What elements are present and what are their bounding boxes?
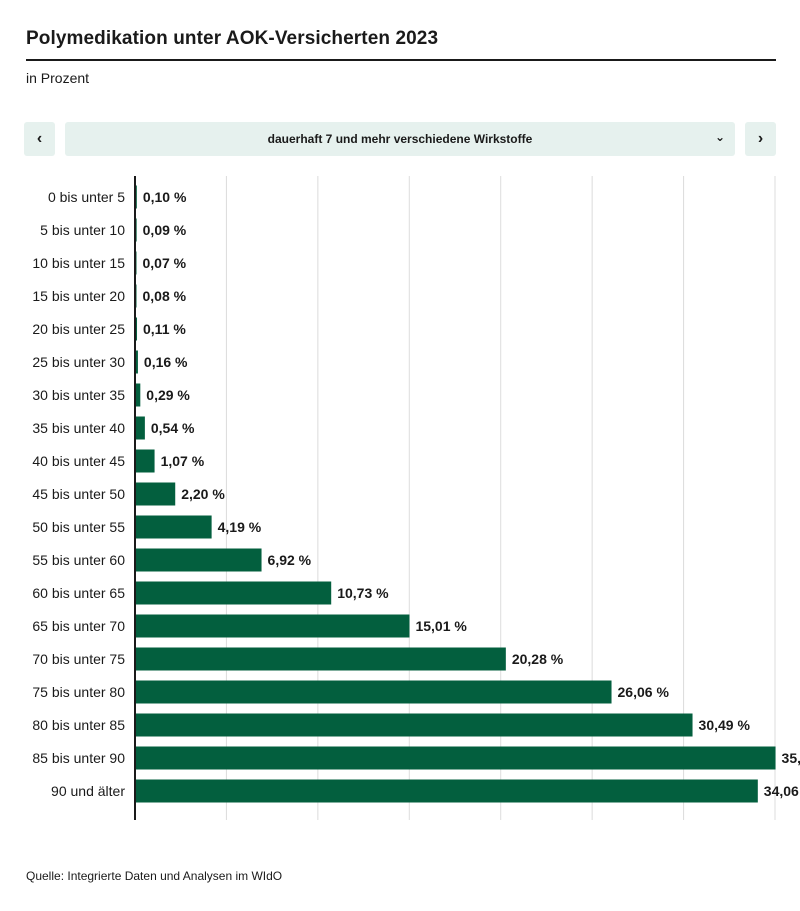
value-label: 0,08 % bbox=[143, 288, 187, 304]
category-label: 25 bis unter 30 bbox=[32, 354, 125, 370]
value-label: 6,92 % bbox=[268, 552, 312, 568]
bar bbox=[135, 515, 212, 539]
value-label: 0,16 % bbox=[144, 354, 188, 370]
source-note: Quelle: Integrierte Daten und Analysen i… bbox=[26, 869, 283, 883]
category-label: 50 bis unter 55 bbox=[32, 519, 125, 535]
title-divider bbox=[26, 59, 776, 61]
category-label: 70 bis unter 75 bbox=[32, 651, 125, 667]
chart-title: Polymedikation unter AOK-Versicherten 20… bbox=[26, 28, 439, 49]
indicator-dropdown[interactable]: dauerhaft 7 und mehr verschiedene Wirkst… bbox=[65, 122, 735, 156]
previous-button[interactable]: ‹ bbox=[24, 122, 55, 156]
value-label: 0,07 % bbox=[143, 255, 187, 271]
value-label: 10,73 % bbox=[337, 585, 389, 601]
chevron-left-icon: ‹ bbox=[36, 130, 43, 147]
category-label: 45 bis unter 50 bbox=[32, 486, 125, 502]
bar bbox=[135, 317, 138, 341]
category-label: 35 bis unter 40 bbox=[32, 420, 125, 436]
bar bbox=[135, 614, 410, 638]
category-label: 75 bis unter 80 bbox=[32, 684, 125, 700]
category-label: 60 bis unter 65 bbox=[32, 585, 125, 601]
category-label: 20 bis unter 25 bbox=[32, 321, 125, 337]
value-label: 20,28 % bbox=[512, 651, 564, 667]
bar bbox=[135, 647, 506, 671]
category-label: 65 bis unter 70 bbox=[32, 618, 125, 634]
category-label: 40 bis unter 45 bbox=[32, 453, 125, 469]
bar bbox=[135, 350, 138, 374]
value-label: 0,09 % bbox=[143, 222, 187, 238]
chart-subtitle: in Prozent bbox=[26, 70, 90, 86]
bar bbox=[135, 581, 332, 605]
bar bbox=[135, 383, 141, 407]
bar-chart: 0 bis unter 5 0,10 % 5 bis unter 10 0,09 % 1… bbox=[32, 176, 800, 820]
category-label: 0 bis unter 5 bbox=[48, 189, 125, 205]
value-label: 0,29 % bbox=[146, 387, 190, 403]
value-label: 34,06 % bbox=[764, 783, 800, 799]
value-label: 30,49 % bbox=[699, 717, 751, 733]
value-label: 0,11 % bbox=[143, 321, 186, 337]
category-label: 55 bis unter 60 bbox=[32, 552, 125, 568]
bar bbox=[135, 482, 176, 506]
category-label: 15 bis unter 20 bbox=[32, 288, 125, 304]
value-label: 2,20 % bbox=[181, 486, 225, 502]
value-label: 0,54 % bbox=[151, 420, 195, 436]
category-label: 80 bis unter 85 bbox=[32, 717, 125, 733]
chevron-right-icon: › bbox=[757, 130, 764, 147]
value-label: 4,19 % bbox=[218, 519, 262, 535]
category-label: 5 bis unter 10 bbox=[40, 222, 125, 238]
bar bbox=[135, 416, 145, 440]
category-label: 30 bis unter 35 bbox=[32, 387, 125, 403]
category-label: 90 und älter bbox=[51, 783, 125, 799]
bar bbox=[135, 449, 155, 473]
bar bbox=[135, 779, 758, 803]
value-label: 0,10 % bbox=[143, 189, 187, 205]
next-button[interactable]: › bbox=[745, 122, 776, 156]
bar bbox=[135, 548, 262, 572]
bar bbox=[135, 713, 693, 737]
bar bbox=[135, 680, 612, 704]
value-label: 15,01 % bbox=[415, 618, 467, 634]
category-label: 85 bis unter 90 bbox=[32, 750, 125, 766]
value-label: 35,03 % bbox=[782, 750, 800, 766]
category-label: 10 bis unter 15 bbox=[32, 255, 125, 271]
value-label: 26,06 % bbox=[618, 684, 670, 700]
dropdown-selected-value: dauerhaft 7 und mehr verschiedene Wirkst… bbox=[267, 132, 533, 146]
chevron-down-icon: ⌄ bbox=[714, 130, 725, 144]
value-label: 1,07 % bbox=[161, 453, 205, 469]
bar bbox=[135, 746, 776, 770]
